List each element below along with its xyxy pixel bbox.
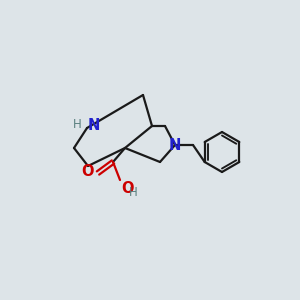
Text: H: H [129,186,138,199]
Text: O: O [82,164,94,179]
Text: N: N [88,118,100,134]
Text: H: H [73,118,82,131]
Text: O: O [121,181,134,196]
Text: N: N [169,137,181,152]
